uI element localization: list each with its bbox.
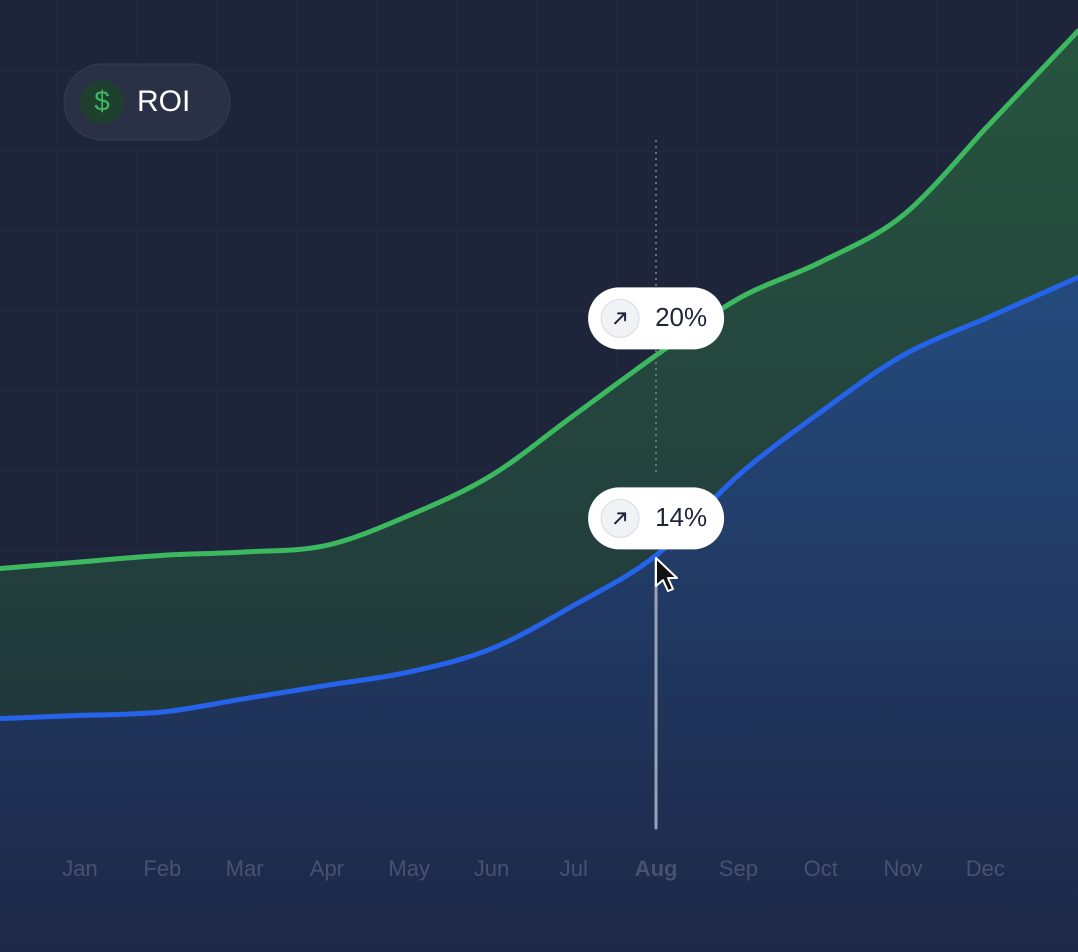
- line: [77, 316, 988, 718]
- x-tick-label: Jul: [560, 856, 588, 881]
- chart-title: ROI: [137, 85, 190, 118]
- line-extension: [0, 28, 1078, 571]
- data-label: 14%: [655, 502, 707, 532]
- x-tick-label: Nov: [883, 856, 922, 881]
- x-tick-label: May: [388, 856, 430, 881]
- badge-icon-bg: [80, 80, 124, 124]
- x-tick-label: Apr: [310, 856, 344, 881]
- x-tick-label: Jan: [62, 856, 97, 881]
- value-pill: 14%: [588, 487, 725, 550]
- x-tick-label: Feb: [143, 856, 181, 881]
- x-tick-label: Jun: [474, 856, 509, 881]
- x-tick-label: Oct: [804, 856, 838, 881]
- value-pill: 20%: [588, 287, 725, 350]
- area: [0, 277, 1078, 952]
- cursor: [655, 557, 678, 592]
- line-extension: [0, 274, 1078, 722]
- data-label: 20%: [655, 302, 707, 332]
- line: [77, 126, 988, 565]
- arrow-icon: [614, 312, 627, 325]
- x-tick-label: Sep: [719, 856, 758, 881]
- arrow-icon: [614, 512, 627, 525]
- dollar-icon: $: [94, 85, 110, 116]
- x-tick-label: Mar: [226, 856, 264, 881]
- x-tick-label: Dec: [966, 856, 1005, 881]
- x-tick-label: Aug: [635, 856, 678, 881]
- roi-badge[interactable]: $ ROI: [63, 63, 231, 141]
